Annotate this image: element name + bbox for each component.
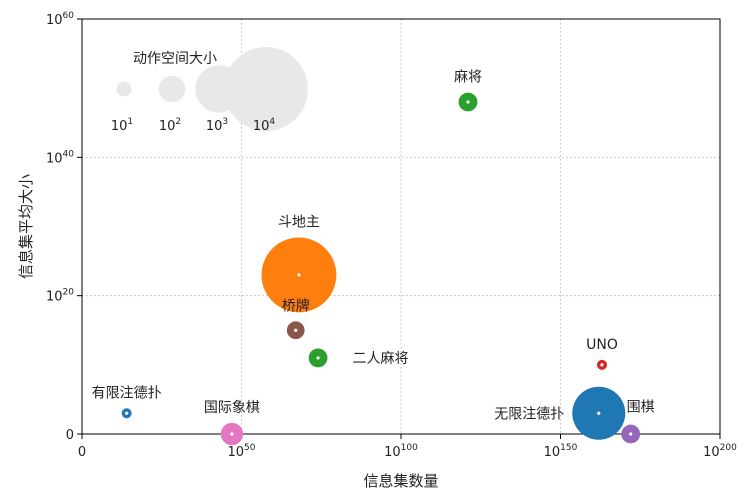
size-legend-title: 动作空间大小 — [133, 51, 217, 67]
y-tick-label: 1040 — [46, 149, 74, 166]
data-point: 无限注德扑 — [494, 386, 626, 440]
y-axis-ticks: 0 1020 1040 1060 — [46, 11, 82, 443]
point-center-dot — [466, 100, 470, 104]
data-point: 有限注德扑 — [92, 385, 162, 419]
point-label: 二人麻将 — [352, 351, 408, 367]
point-center-dot — [600, 363, 604, 367]
x-tick-label: 0 — [78, 445, 86, 460]
size-legend-bubble — [116, 81, 132, 97]
size-legend-label: 102 — [159, 117, 181, 134]
size-legend-label: 101 — [111, 117, 133, 134]
point-label: 无限注德扑 — [494, 406, 564, 422]
size-legend-label: 103 — [206, 117, 228, 134]
point-label: UNO — [586, 337, 618, 353]
x-tick-label: 10150 — [544, 443, 578, 460]
data-point: 麻将 — [454, 70, 482, 112]
y-axis-title: 信息集平均大小 — [17, 174, 35, 279]
x-tick-label: 10200 — [703, 443, 737, 460]
point-label: 有限注德扑 — [92, 385, 162, 401]
data-point: UNO — [586, 337, 618, 370]
size-legend-bubble — [224, 47, 308, 131]
point-label: 围棋 — [627, 400, 655, 416]
x-axis-ticks: 0 1050 10100 10150 10200 — [78, 434, 737, 460]
size-legend-bubble — [158, 75, 186, 103]
point-label: 斗地主 — [278, 214, 320, 230]
data-point: 国际象棋 — [204, 400, 260, 446]
data-point: 二人麻将 — [308, 348, 408, 368]
x-tick-label: 10100 — [384, 443, 418, 460]
point-label: 国际象棋 — [204, 400, 260, 416]
point-center-dot — [230, 432, 234, 436]
point-center-dot — [597, 411, 601, 415]
x-axis-title: 信息集数量 — [363, 472, 438, 490]
data-point: 桥牌 — [282, 297, 310, 340]
y-tick-label: 1060 — [46, 11, 74, 28]
point-center-dot — [294, 328, 298, 332]
point-label: 麻将 — [454, 70, 482, 86]
size-legend: 动作空间大小 101 102 103 104 — [111, 47, 308, 134]
point-center-dot — [629, 432, 633, 436]
point-label: 桥牌 — [282, 297, 310, 314]
size-legend-label: 104 — [253, 117, 276, 134]
point-center-dot — [125, 411, 129, 415]
point-center-dot — [316, 356, 320, 360]
data-point: 围棋 — [621, 400, 655, 444]
y-tick-label: 0 — [66, 428, 74, 443]
data-point: 斗地主 — [261, 214, 337, 313]
y-tick-label: 1020 — [46, 288, 74, 305]
x-tick-label: 1050 — [228, 443, 256, 460]
point-center-dot — [297, 273, 301, 277]
